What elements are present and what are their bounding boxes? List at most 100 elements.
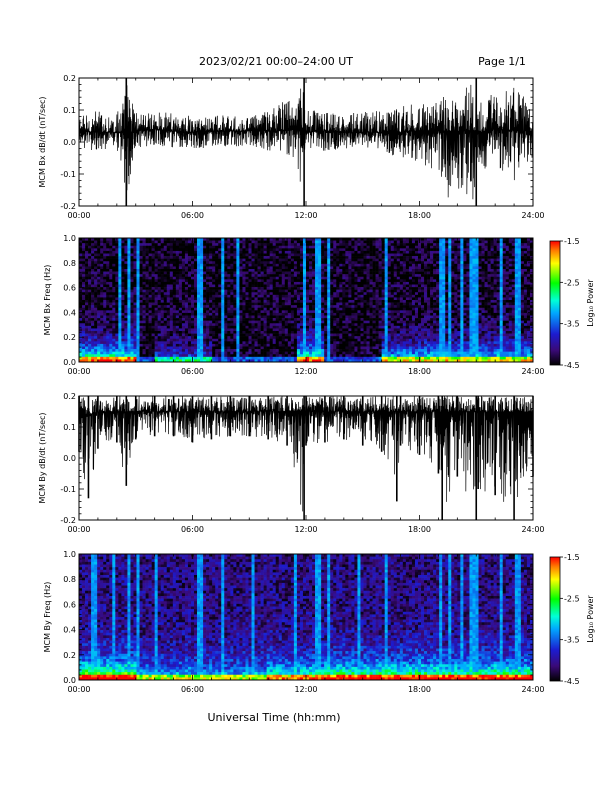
spectrogram-cell <box>194 312 198 316</box>
spectrogram-cell <box>100 287 104 290</box>
spectrogram-cell <box>85 276 89 280</box>
spectrogram-cell <box>175 274 180 278</box>
spectrogram-cell <box>324 307 328 311</box>
spectrogram-cell <box>91 305 95 309</box>
spectrogram-cell <box>79 281 83 285</box>
spectrogram-cell <box>230 271 234 275</box>
spectrogram-cell <box>139 320 143 324</box>
spectrogram-cell <box>318 307 322 311</box>
spectrogram-cell <box>345 292 349 296</box>
spectrogram-cell <box>151 250 155 254</box>
spectrogram-cell <box>97 333 101 337</box>
spectrogram-cell <box>112 258 116 262</box>
spectrogram-cell <box>251 243 255 247</box>
spectrogram-cell <box>178 302 183 306</box>
spectrogram-cell <box>151 356 155 360</box>
spectrogram-cell <box>372 333 376 337</box>
spectrogram-cell <box>284 261 289 265</box>
spectrogram-cell <box>151 274 155 278</box>
spectrogram-cell <box>94 351 98 355</box>
spectrogram-cell <box>236 320 240 324</box>
spectrogram-cell <box>339 243 343 247</box>
spectrogram-cell <box>354 338 358 342</box>
spectrogram-cell <box>151 341 155 345</box>
spectrogram-cell <box>91 307 95 311</box>
spectrogram-cell <box>121 305 125 309</box>
spectrogram-cell <box>100 318 104 321</box>
spectrogram-cell <box>233 245 237 249</box>
spectrogram-cell <box>142 331 146 334</box>
spectrogram-cell <box>175 250 180 254</box>
spectrogram-cell <box>209 318 213 321</box>
spectrogram-cell <box>139 338 143 342</box>
spectrogram-cell <box>299 250 304 254</box>
spectrogram-cell <box>269 354 274 358</box>
spectrogram-cell <box>287 284 292 288</box>
spectrogram-cell <box>130 318 134 321</box>
spectrogram-cell <box>115 315 119 319</box>
spectrogram-cell <box>254 338 258 342</box>
spectrogram-cell <box>248 263 252 267</box>
spectrogram-cell <box>290 261 295 265</box>
spectrogram-cell <box>121 269 125 272</box>
spectrogram-cell <box>169 346 174 350</box>
spectrogram-cell <box>321 351 325 355</box>
spectrogram-cell <box>260 274 264 278</box>
spectrogram-cell <box>181 258 186 262</box>
spectrogram-cell <box>375 248 379 252</box>
spectrogram-cell <box>187 256 192 259</box>
spectrogram-cell <box>269 359 274 363</box>
spectrogram-cell <box>82 359 86 363</box>
spectrogram-cell <box>306 310 310 314</box>
spectrogram-cell <box>160 354 165 358</box>
spectrogram-cell <box>236 343 240 347</box>
spectrogram-cell <box>82 300 86 303</box>
spectrogram-cell <box>136 302 140 306</box>
spectrogram-cell <box>369 359 373 363</box>
spectrogram-cell <box>112 341 116 345</box>
spectrogram-cell <box>306 354 310 358</box>
spectrogram-cell <box>160 351 165 355</box>
spectrogram-cell <box>230 263 234 267</box>
spectrogram-cell <box>215 307 219 311</box>
spectrogram-cell <box>166 300 171 303</box>
spectrogram-cell <box>190 263 195 267</box>
spectrogram-cell <box>224 253 228 257</box>
spectrogram-cell <box>139 336 143 340</box>
spectrogram-cell <box>184 258 189 262</box>
spectrogram-cell <box>194 243 198 247</box>
spectrogram-cell <box>209 248 213 252</box>
spectrogram-cell <box>206 248 210 252</box>
spectrogram-cell <box>172 266 177 270</box>
spectrogram-cell <box>381 349 385 352</box>
spectrogram-cell <box>91 279 95 283</box>
spectrogram-cell <box>324 302 328 306</box>
spectrogram-cell <box>166 266 171 270</box>
spectrogram-cell <box>242 294 246 298</box>
spectrogram-cell <box>115 325 119 329</box>
spectrogram-cell <box>181 343 186 347</box>
spectrogram-cell <box>218 341 222 345</box>
spectrogram-cell <box>351 320 355 324</box>
spectrogram-cell <box>124 258 128 262</box>
spectrogram-cell <box>166 331 171 334</box>
spectrogram-cell <box>299 276 304 280</box>
spectrogram-cell <box>139 281 143 285</box>
spectrogram-cell <box>215 320 219 324</box>
spectrogram-cell <box>339 287 343 290</box>
spectrogram-cell <box>339 274 343 278</box>
spectrogram-cell <box>139 331 143 334</box>
spectrogram-cell <box>209 269 213 272</box>
spectrogram-cell <box>154 279 158 283</box>
spectrogram-cell <box>239 336 243 340</box>
spectrogram-cell <box>160 346 165 350</box>
spectrogram-cell <box>163 305 168 309</box>
spectrogram-cell <box>94 250 98 254</box>
spectrogram-cell <box>184 356 189 360</box>
spectrogram-cell <box>197 243 201 247</box>
bx-dbdt-trace <box>78 78 534 206</box>
spectrogram-cell <box>160 281 165 285</box>
spectrogram-cell <box>296 310 301 314</box>
spectrogram-cell <box>330 351 334 355</box>
spectrogram-cell <box>306 271 310 275</box>
